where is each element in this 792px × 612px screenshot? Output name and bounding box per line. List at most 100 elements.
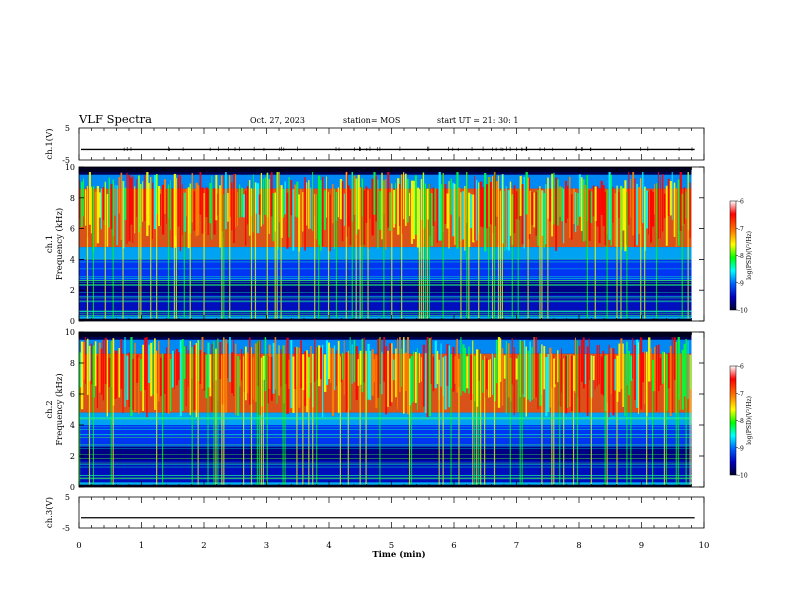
ch1-activity-stroke (545, 184, 547, 245)
ch2-activity-stroke (454, 356, 456, 384)
ch2-activity-stroke (648, 337, 651, 382)
ch1-activity-stroke (438, 171, 441, 241)
ch2-sferic (677, 336, 679, 487)
ch2-activity-stroke (276, 353, 278, 404)
ch2-sferic (541, 344, 543, 487)
ch2-activity-stroke (254, 343, 257, 402)
ch1-activity-stroke (349, 189, 352, 245)
ch2-activity-stroke (104, 337, 107, 384)
date-label: Oct. 27, 2023 (250, 116, 305, 125)
ch1-activity-stroke (90, 186, 92, 234)
ch1-activity-stroke (661, 174, 664, 232)
ch1-activity-stroke (650, 189, 653, 243)
ch1-sferic (327, 191, 330, 321)
ch1-activity-stroke (638, 186, 640, 234)
ch1-activity-stroke (252, 174, 254, 233)
ch1-activity-stroke (480, 181, 483, 227)
ch1-activity-stroke (209, 182, 212, 224)
ch2-activity-stroke (482, 359, 484, 393)
ch2-activity-stroke (148, 344, 150, 383)
ch1-activity-stroke (408, 192, 411, 217)
ch1-sferic (586, 175, 588, 321)
ch1-activity-stroke (381, 172, 383, 240)
ch2-sferic (213, 341, 215, 487)
ch1-activity-stroke (219, 185, 221, 248)
ch2-activity-stroke (602, 350, 605, 396)
ch1-activity-stroke (405, 173, 407, 226)
ch2-activity-stroke (160, 357, 162, 397)
ch1-sferic (422, 172, 424, 321)
ch2-activity-stroke (511, 337, 513, 385)
ch1-activity-stroke (590, 191, 593, 224)
ch1-sferic (223, 194, 225, 321)
ch2-activity-stroke (397, 338, 398, 410)
ch1-sferic (138, 175, 140, 321)
ch2-activity-stroke (424, 353, 427, 413)
ch2-activity-stroke (146, 336, 148, 418)
ch1-activity-stroke (84, 189, 87, 226)
ch1-activity-stroke (531, 192, 534, 226)
ch1-activity-stroke (561, 187, 564, 222)
ch2-sferic (302, 354, 304, 487)
ch1-activity-stroke (572, 188, 576, 225)
ch1-waveform-ytick-label: 5 (65, 124, 70, 133)
ch2-band-5 (79, 446, 692, 461)
ch1-activity-stroke (197, 185, 200, 236)
ch2-activity-stroke (527, 350, 530, 400)
ch1-activity-stroke (379, 191, 382, 230)
ch2-activity-stroke (327, 342, 330, 380)
ch2-activity-stroke (280, 349, 282, 387)
ch2-activity-stroke (671, 337, 673, 414)
ch1-sferic (280, 185, 282, 321)
ch1-activity-stroke (452, 182, 455, 237)
x-tick-label: 5 (389, 541, 394, 551)
ch2-colorbar-tick-label: -7 (738, 391, 744, 398)
ch1-activity-stroke (142, 181, 144, 222)
ch2-band-6 (79, 460, 692, 483)
ch1-sferic (345, 170, 347, 321)
ch2-activity-stroke (395, 348, 397, 398)
ch2-activity-stroke (272, 343, 275, 394)
ch2-activity-stroke (462, 344, 465, 392)
ch2-sferic (262, 355, 264, 487)
ch2-activity-stroke (122, 353, 124, 414)
ch1-activity-stroke (476, 179, 478, 241)
ch2-sferic (663, 352, 666, 487)
ch2-activity-stroke (165, 347, 168, 413)
ch1-activity-stroke (163, 179, 166, 214)
ch2-activity-stroke (632, 337, 634, 379)
ch1-activity-stroke (444, 183, 447, 224)
ch1-sferic (140, 183, 142, 321)
x-tick-label: 0 (76, 541, 81, 551)
ch1-activity-stroke (126, 172, 128, 244)
ch2-waveform-ytick-label: 5 (65, 493, 70, 502)
ch2-activity-stroke (383, 336, 386, 382)
ch2-activity-stroke (175, 348, 178, 386)
ch2-activity-stroke (612, 348, 615, 416)
ch2-ytick-label: 4 (70, 421, 75, 430)
ch1-activity-stroke (312, 171, 314, 232)
ch2-activity-stroke (193, 344, 196, 411)
ch1-ytick-label: 0 (70, 317, 75, 326)
ch1-activity-stroke (456, 171, 459, 249)
ch1-activity-stroke (642, 170, 644, 224)
ch2-spectrogram-image (79, 332, 692, 487)
ch2-sferic (221, 354, 223, 487)
ch2-sferic (256, 341, 259, 487)
ch2-activity-stroke (456, 338, 458, 393)
ch1-sferic (517, 188, 519, 321)
ch1-activity-stroke (118, 177, 121, 214)
ch1-activity-stroke (102, 187, 105, 221)
ch2-sferic (478, 349, 480, 487)
ch1-activity-stroke (365, 186, 368, 223)
ch2-activity-stroke (239, 359, 241, 387)
ch1-activity-stroke (343, 193, 345, 226)
ch1-ytick-label: 8 (70, 194, 75, 203)
ch2-activity-stroke (144, 337, 147, 390)
ch1-activity-stroke (179, 175, 182, 252)
ch2-ytick-label: 2 (70, 452, 75, 461)
ch2-activity-stroke (547, 354, 550, 413)
ch2-sferic (197, 340, 199, 487)
ch2-activity-stroke (205, 354, 208, 399)
